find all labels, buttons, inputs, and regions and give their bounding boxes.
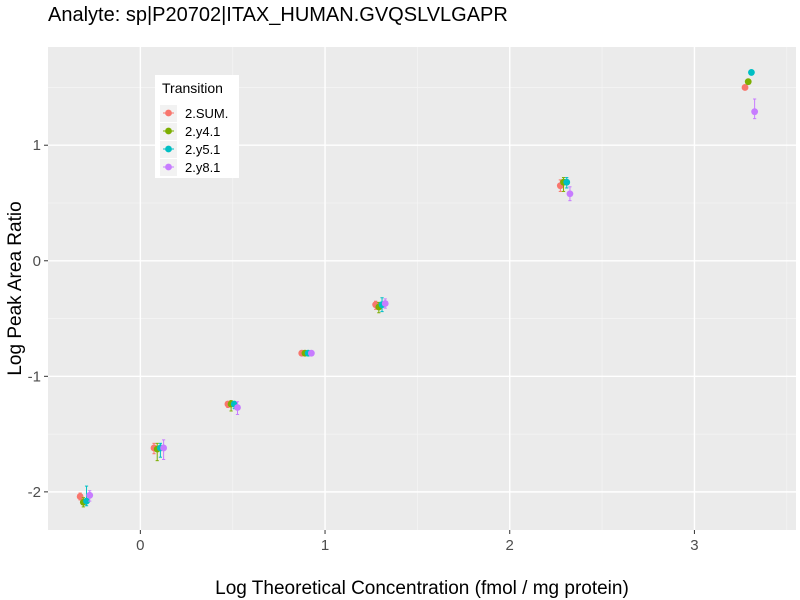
legend-label: 2.y4.1 xyxy=(185,124,220,139)
data-point xyxy=(751,108,759,116)
legend-title: Transition xyxy=(162,80,223,96)
x-tick-label: 1 xyxy=(321,537,329,554)
data-point xyxy=(76,493,84,500)
legend-key-marker xyxy=(165,145,172,153)
data-point xyxy=(563,178,571,186)
data-point xyxy=(741,84,749,91)
legend-key-marker xyxy=(165,163,172,171)
data-point xyxy=(566,190,574,198)
data-point xyxy=(234,404,241,411)
y-tick-label: -2 xyxy=(28,484,41,501)
data-point xyxy=(748,69,755,76)
x-axis-title: Log Theoretical Concentration (fmol / mg… xyxy=(215,578,629,599)
legend-label: 2.y5.1 xyxy=(185,142,220,157)
data-point xyxy=(160,444,168,452)
legend-label: 2.SUM. xyxy=(185,106,228,121)
data-point xyxy=(307,349,315,357)
major-gridlines xyxy=(48,47,796,530)
chart-title: Analyte: sp|P20702|ITAX_HUMAN.GVQSLVLGAP… xyxy=(48,4,508,26)
axes: 0 1 2 3 -2 -1 0 1 Log Theoretical Concentration … xyxy=(5,137,699,599)
legend-key-marker xyxy=(165,127,172,135)
y-axis-title: Log Peak Area Ratio xyxy=(5,201,26,375)
legend-label: 2.y8.1 xyxy=(185,160,220,175)
y-tick-label: -1 xyxy=(28,368,41,385)
x-tick-label: 0 xyxy=(136,537,144,554)
data-points xyxy=(76,69,759,508)
data-point xyxy=(744,78,752,86)
data-point xyxy=(83,497,90,505)
legend-key-marker xyxy=(165,109,172,117)
y-tick-label: 1 xyxy=(33,137,41,154)
data-point xyxy=(86,491,94,499)
x-tick-label: 3 xyxy=(690,537,698,554)
y-tick-label: 0 xyxy=(33,253,41,270)
x-tick-label: 2 xyxy=(506,537,514,554)
legend: Transition 2.SUM. 2.y4.1 2.y5.1 2.y8.1 xyxy=(155,75,239,178)
minor-gridlines xyxy=(48,47,796,530)
data-point xyxy=(381,300,389,307)
